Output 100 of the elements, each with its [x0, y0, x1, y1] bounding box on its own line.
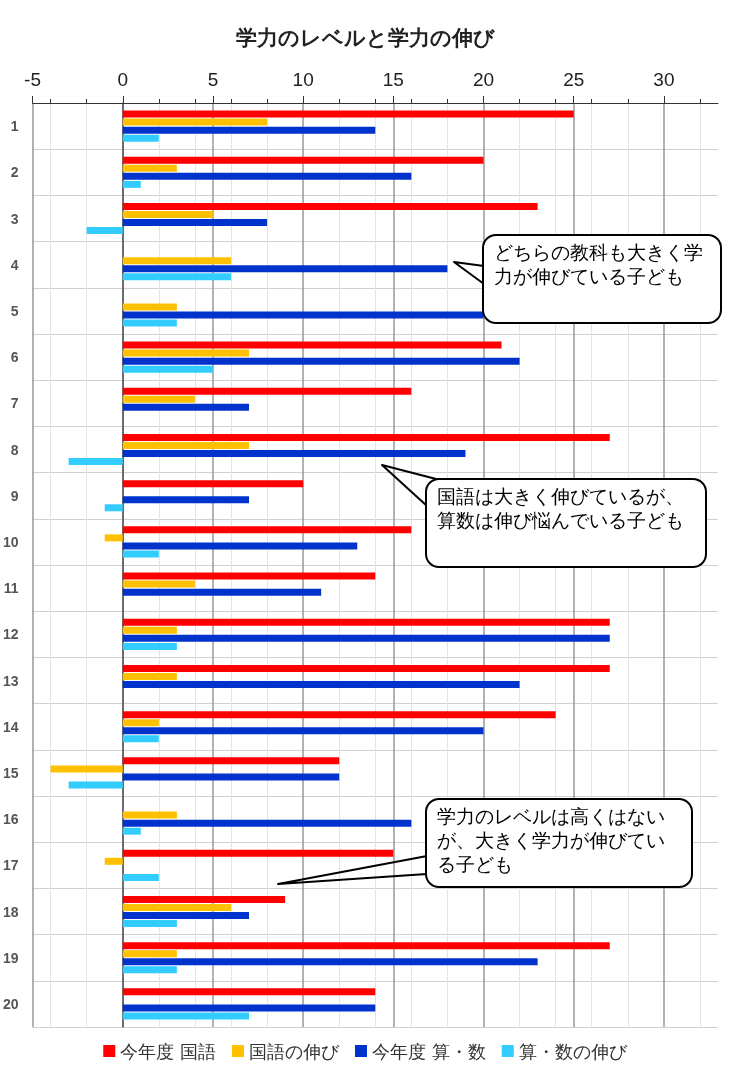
- bar: [122, 634, 610, 642]
- bar: [122, 172, 412, 180]
- bar: [104, 504, 123, 512]
- y-tick-label: 6: [10, 349, 19, 366]
- bar: [122, 719, 159, 727]
- bar: [122, 735, 159, 743]
- chart-title: 学力のレベルと学力の伸び: [235, 26, 495, 49]
- bar: [122, 580, 195, 588]
- bar: [122, 550, 159, 558]
- bar: [122, 1004, 376, 1012]
- bar: [122, 773, 340, 781]
- legend-label: 算・数の伸び: [518, 1040, 628, 1062]
- bar: [122, 642, 177, 650]
- x-tick-label: 30: [653, 69, 675, 90]
- bar: [122, 618, 610, 626]
- bar: [122, 273, 231, 281]
- bar: [122, 134, 159, 142]
- bar: [122, 966, 177, 974]
- bar: [122, 811, 177, 819]
- annotation: 国語は大きく伸びているが、算数は伸び悩んでいる子ども: [425, 478, 707, 568]
- legend-label: 今年度 算・数: [372, 1040, 486, 1062]
- y-tick-label: 18: [2, 903, 19, 920]
- bar: [122, 895, 286, 903]
- bar: [122, 303, 177, 311]
- bar: [122, 441, 250, 449]
- y-tick-label: 4: [10, 256, 19, 273]
- bar: [122, 572, 376, 580]
- bar: [122, 920, 177, 928]
- bar: [68, 781, 123, 789]
- y-tick-label: 2: [10, 164, 19, 181]
- bar: [104, 534, 123, 542]
- bar: [122, 349, 250, 357]
- y-tick-label: 5: [10, 302, 19, 319]
- bar: [122, 664, 610, 672]
- bar: [122, 180, 141, 188]
- bar: [122, 210, 213, 218]
- bar: [122, 958, 538, 966]
- bar: [122, 433, 610, 441]
- bar: [122, 588, 322, 596]
- bar: [122, 711, 556, 719]
- y-tick-label: 7: [10, 395, 19, 412]
- bar: [122, 681, 520, 689]
- bar: [122, 126, 376, 134]
- y-tick-label: 16: [2, 811, 19, 828]
- y-tick-label: 20: [2, 995, 19, 1012]
- legend-label: 国語の伸び: [249, 1040, 340, 1062]
- bar: [122, 626, 177, 634]
- bar: [122, 1012, 250, 1020]
- bar: [122, 873, 159, 881]
- y-tick-label: 19: [2, 949, 19, 966]
- bar: [122, 757, 340, 765]
- x-tick-label: 0: [117, 69, 129, 90]
- bar: [122, 118, 268, 126]
- y-tick-label: 1: [10, 118, 19, 135]
- x-tick-label: 15: [382, 69, 404, 90]
- bar: [122, 265, 448, 273]
- bar: [122, 496, 250, 504]
- y-tick-label: 17: [2, 857, 19, 874]
- bar: [122, 912, 250, 920]
- bar: [122, 395, 195, 403]
- y-tick-label: 8: [10, 441, 19, 458]
- bar: [122, 110, 574, 118]
- bar: [122, 727, 484, 735]
- x-tick-label: 25: [563, 69, 585, 90]
- bar: [50, 765, 123, 773]
- bar: [122, 341, 502, 349]
- y-tick-label: 11: [3, 580, 19, 597]
- bar: [86, 227, 123, 235]
- bar: [122, 365, 213, 373]
- bar: [122, 672, 177, 680]
- y-tick-label: 12: [2, 626, 19, 643]
- bar: [122, 156, 484, 164]
- bar: [122, 950, 177, 958]
- bar: [122, 219, 268, 227]
- x-tick-label: -5: [24, 69, 42, 90]
- bar: [122, 942, 610, 950]
- bar: [68, 458, 123, 466]
- y-tick-label: 10: [2, 533, 19, 550]
- bar: [104, 857, 123, 865]
- bar: [122, 526, 412, 534]
- legend-label: 今年度 国語: [120, 1040, 217, 1062]
- y-tick-label: 9: [10, 487, 19, 504]
- bar: [122, 311, 484, 319]
- y-tick-label: 3: [10, 210, 19, 227]
- bar: [122, 849, 394, 857]
- y-tick-label: 15: [2, 764, 19, 781]
- x-tick-label: 20: [472, 69, 495, 90]
- bar: [122, 357, 520, 365]
- annotation: 学力のレベルは高くはないが、大きく学力が伸びている子ども: [425, 798, 693, 888]
- bar: [122, 164, 177, 172]
- y-tick-label: 13: [2, 672, 19, 689]
- y-tick-label: 14: [2, 718, 19, 735]
- x-tick-label: 10: [292, 69, 314, 90]
- bar: [122, 819, 412, 827]
- bar: [122, 480, 304, 488]
- bar: [122, 988, 376, 996]
- bar: [122, 387, 412, 395]
- bar: [122, 257, 231, 265]
- bar: [122, 403, 250, 411]
- bar: [122, 827, 141, 835]
